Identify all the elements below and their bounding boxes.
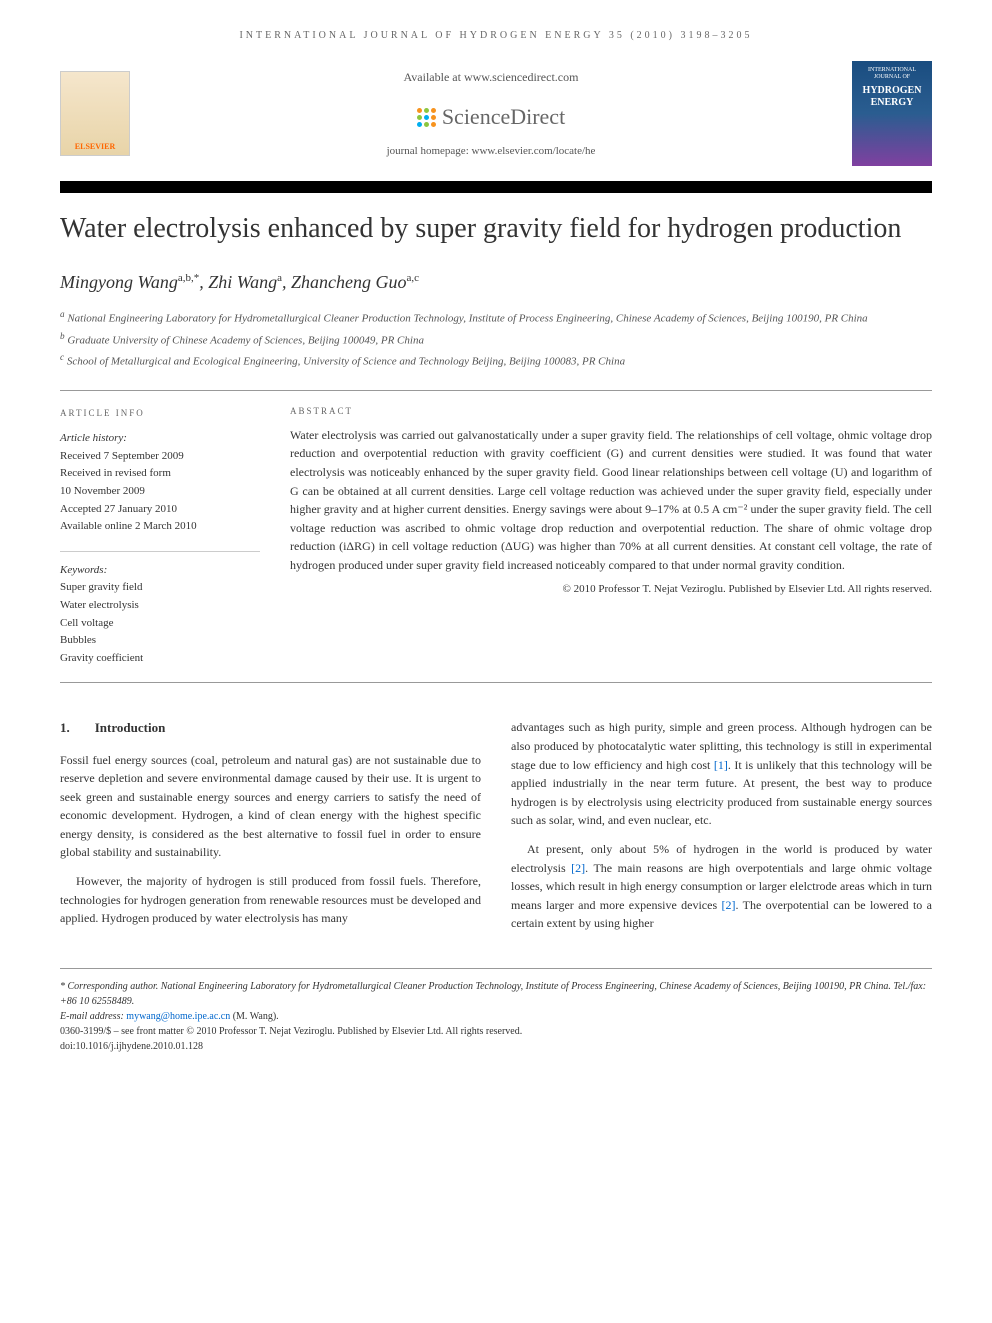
available-text: Available at www.sciencedirect.com: [130, 70, 852, 85]
article-title: Water electrolysis enhanced by super gra…: [60, 211, 932, 247]
corresponding-author: * Corresponding author. National Enginee…: [60, 979, 932, 1009]
keyword-item: Super gravity field: [60, 579, 260, 597]
keywords-list: Super gravity fieldWater electrolysisCel…: [60, 579, 260, 667]
cover-title: HYDROGEN ENERGY: [858, 85, 926, 109]
issn-line: 0360-3199/$ – see front matter © 2010 Pr…: [60, 1024, 932, 1039]
history-block: Article history: Received 7 September 20…: [60, 430, 260, 536]
sd-dot: [431, 122, 436, 127]
homepage-label: journal homepage:: [387, 145, 472, 157]
body-col-left: 1. Introduction Fossil fuel energy sourc…: [60, 718, 481, 943]
section-heading-intro: 1. Introduction: [60, 718, 481, 738]
history-item: 10 November 2009: [60, 483, 260, 501]
keyword-item: Cell voltage: [60, 615, 260, 633]
branding-row: ELSEVIER Available at www.sciencedirect.…: [60, 61, 932, 166]
center-branding: Available at www.sciencedirect.com Scien…: [130, 70, 852, 158]
doi-line: doi:10.1016/j.ijhydene.2010.01.128: [60, 1039, 932, 1054]
col2-content: advantages such as high purity, simple a…: [511, 718, 932, 933]
sd-dots-icon: [417, 108, 436, 127]
sd-dot: [424, 115, 429, 120]
reference-link[interactable]: [2]: [571, 861, 585, 875]
cover-subtitle: INTERNATIONAL JOURNAL OF: [858, 67, 926, 81]
abstract-column: ABSTRACT Water electrolysis was carried …: [290, 406, 932, 668]
sd-dot: [431, 108, 436, 113]
sd-dot: [431, 115, 436, 120]
keyword-item: Bubbles: [60, 632, 260, 650]
email-address[interactable]: mywang@home.ipe.ac.cn: [126, 1011, 230, 1022]
elsevier-label: ELSEVIER: [75, 142, 115, 151]
author-name: Zhi Wanga: [208, 272, 282, 292]
body-paragraph: At present, only about 5% of hydrogen in…: [511, 840, 932, 933]
article-info-heading: ARTICLE INFO: [60, 406, 260, 420]
article-info-column: ARTICLE INFO Article history: Received 7…: [60, 406, 260, 668]
affiliations-block: a National Engineering Laboratory for Hy…: [60, 308, 932, 369]
section-title: Introduction: [95, 718, 166, 738]
homepage-url[interactable]: www.elsevier.com/locate/he: [472, 145, 596, 157]
history-label: Article history:: [60, 430, 260, 448]
abstract-copyright: © 2010 Professor T. Nejat Veziroglu. Pub…: [290, 583, 932, 595]
author-name: Zhancheng Guoa,c: [291, 272, 419, 292]
history-item: Received in revised form: [60, 465, 260, 483]
affiliation-item: a National Engineering Laboratory for Hy…: [60, 308, 932, 327]
col1-content: Fossil fuel energy sources (coal, petrol…: [60, 751, 481, 928]
journal-header: INTERNATIONAL JOURNAL OF HYDROGEN ENERGY…: [60, 30, 932, 41]
footer-section: * Corresponding author. National Enginee…: [60, 968, 932, 1054]
email-name: (M. Wang).: [233, 1011, 279, 1022]
affiliation-item: c School of Metallurgical and Ecological…: [60, 351, 932, 370]
info-abstract-row: ARTICLE INFO Article history: Received 7…: [60, 390, 932, 684]
email-label: E-mail address:: [60, 1011, 126, 1022]
email-line: E-mail address: mywang@home.ipe.ac.cn (M…: [60, 1009, 932, 1024]
sd-dot: [417, 122, 422, 127]
author-name: Mingyong Wanga,b,*: [60, 272, 199, 292]
history-item: Received 7 September 2009: [60, 448, 260, 466]
history-item: Accepted 27 January 2010: [60, 501, 260, 519]
sciencedirect-logo: ScienceDirect: [417, 104, 565, 130]
body-paragraph: advantages such as high purity, simple a…: [511, 718, 932, 830]
affiliation-item: b Graduate University of Chinese Academy…: [60, 330, 932, 349]
sd-dot: [417, 108, 422, 113]
sd-brand-text: ScienceDirect: [442, 104, 565, 130]
history-list: Received 7 September 2009Received in rev…: [60, 448, 260, 536]
body-paragraph: However, the majority of hydrogen is sti…: [60, 872, 481, 928]
reference-link[interactable]: [2]: [721, 898, 735, 912]
keyword-item: Gravity coefficient: [60, 650, 260, 668]
homepage-line: journal homepage: www.elsevier.com/locat…: [130, 145, 852, 157]
sd-dot: [424, 122, 429, 127]
section-number: 1.: [60, 718, 70, 738]
reference-link[interactable]: [1]: [714, 758, 728, 772]
abstract-heading: ABSTRACT: [290, 406, 932, 416]
keywords-label: Keywords:: [60, 562, 260, 580]
abstract-text: Water electrolysis was carried out galva…: [290, 426, 932, 575]
body-columns: 1. Introduction Fossil fuel energy sourc…: [60, 718, 932, 943]
keywords-block: Keywords: Super gravity fieldWater elect…: [60, 551, 260, 668]
black-divider-bar: [60, 181, 932, 193]
keyword-item: Water electrolysis: [60, 597, 260, 615]
body-col-right: advantages such as high purity, simple a…: [511, 718, 932, 943]
elsevier-logo: ELSEVIER: [60, 71, 130, 156]
body-paragraph: Fossil fuel energy sources (coal, petrol…: [60, 751, 481, 863]
journal-cover-thumbnail: INTERNATIONAL JOURNAL OF HYDROGEN ENERGY: [852, 61, 932, 166]
history-item: Available online 2 March 2010: [60, 518, 260, 536]
sd-dot: [424, 108, 429, 113]
sd-dot: [417, 115, 422, 120]
authors-line: Mingyong Wanga,b,*, Zhi Wanga, Zhancheng…: [60, 272, 932, 293]
